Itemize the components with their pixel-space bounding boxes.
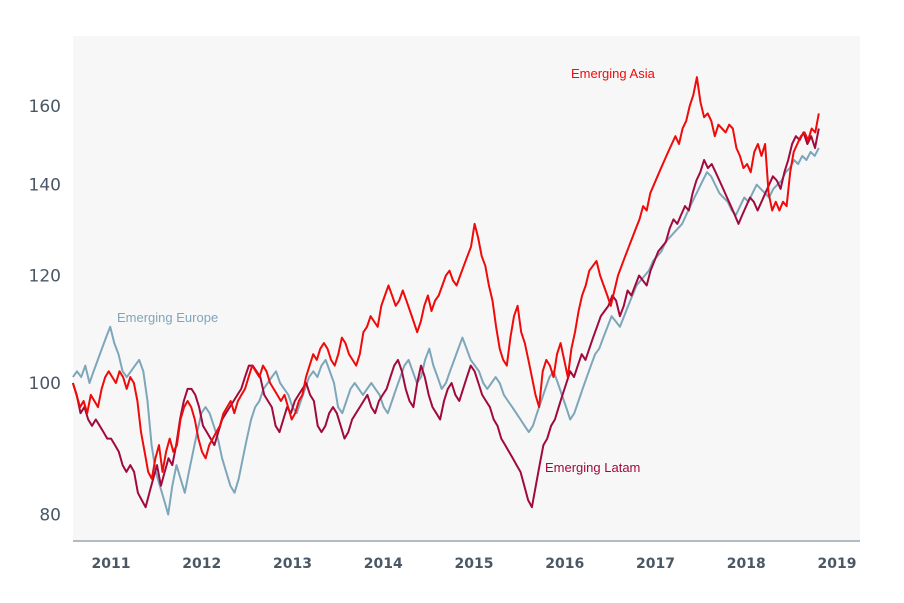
y-axis: 80 100 120 140 160	[29, 97, 61, 526]
x-tick-label: 2016	[545, 556, 584, 572]
x-tick-label: 2018	[727, 556, 766, 572]
x-tick-label: 2015	[455, 556, 494, 572]
y-tick-label: 140	[29, 176, 61, 196]
x-tick-label: 2013	[273, 556, 312, 572]
x-tick-label: 2019	[818, 556, 857, 572]
y-tick-label: 120	[29, 267, 61, 287]
series-line-emerging-latam	[71, 128, 820, 509]
x-tick-label: 2017	[636, 556, 675, 572]
series-label-emerging-latam: Emerging Latam	[545, 460, 640, 475]
x-axis: 2011 2012 2013 2014 2015 2016 2017 2018 2019	[92, 556, 857, 572]
x-tick-label: 2014	[364, 556, 403, 572]
x-tick-label: 2011	[92, 556, 131, 572]
series-line-emerging-asia	[71, 76, 820, 480]
series-labels: Emerging Asia Emerging Latam Emerging Euro…	[117, 66, 656, 475]
series-label-emerging-europe: Emerging Europe	[117, 310, 218, 325]
y-tick-label: 80	[39, 506, 61, 526]
x-tick-label: 2012	[182, 556, 221, 572]
series-lines	[71, 76, 820, 516]
y-tick-label: 100	[29, 374, 61, 394]
y-tick-label: 160	[29, 97, 61, 117]
series-label-emerging-asia: Emerging Asia	[571, 66, 656, 81]
